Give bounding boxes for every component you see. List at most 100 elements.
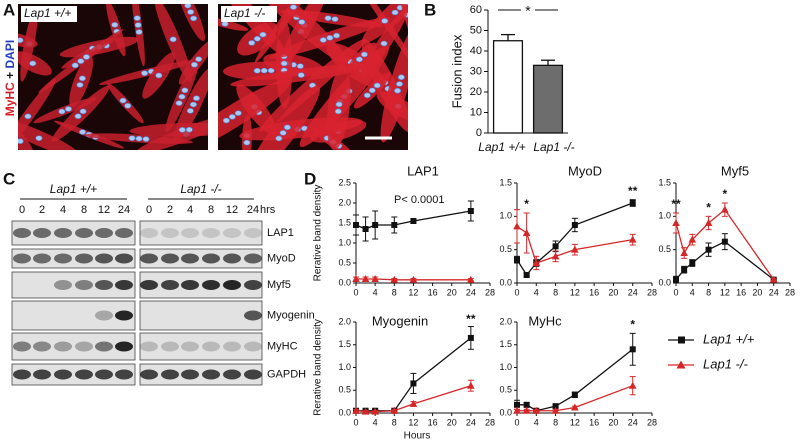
blot-band	[223, 341, 241, 352]
y-axis-label: Fusion index	[449, 34, 464, 108]
x-tick-label: 20	[608, 287, 618, 297]
lane-label: 0	[146, 204, 152, 216]
stain-label: MyHC + DAPI	[3, 40, 17, 116]
x-tick-label: 16	[736, 287, 746, 297]
blot-band	[75, 341, 93, 352]
annotation: P< 0.0001	[394, 194, 444, 206]
point	[467, 275, 475, 283]
nucleus	[279, 130, 287, 136]
nucleus	[397, 74, 405, 81]
y-tick-label: 30	[470, 65, 482, 77]
significance-marker: *	[630, 318, 635, 332]
point	[409, 275, 418, 283]
legend-label: Lap1 +/+	[703, 331, 755, 346]
blot-band	[13, 253, 31, 264]
blot-band	[13, 228, 31, 238]
nucleus	[79, 129, 87, 135]
x-tick-label: 4	[373, 287, 378, 297]
nucleus	[296, 63, 304, 69]
nucleus	[64, 106, 72, 112]
blot-band	[115, 253, 133, 264]
nucleus	[175, 100, 183, 106]
blot-band	[95, 369, 113, 380]
blot-band	[244, 228, 262, 238]
x-tick-label: 4	[373, 417, 378, 427]
blot-band	[54, 341, 72, 352]
nucleus	[58, 108, 66, 115]
x-tick-label: 16	[589, 417, 599, 427]
y-tick-label: 1.0	[658, 211, 671, 221]
nucleus	[283, 124, 291, 131]
nucleus	[335, 101, 343, 108]
blot-band	[54, 280, 72, 290]
nucleus	[24, 113, 32, 120]
nucleus	[135, 135, 143, 142]
stain-protein: MyHC	[3, 82, 17, 116]
y-tick-label: 0.5	[499, 244, 512, 254]
nucleus	[297, 72, 305, 78]
image-label-bg	[221, 6, 277, 22]
series-line	[516, 225, 633, 264]
blot-band	[140, 280, 158, 290]
blot-band	[95, 341, 113, 352]
point	[410, 380, 417, 387]
blot-band	[244, 310, 262, 321]
nucleus	[77, 58, 85, 64]
significance-marker: *	[706, 201, 711, 215]
nucleus	[181, 87, 189, 94]
nucleus	[363, 92, 371, 99]
significance-marker: *	[723, 187, 728, 201]
blot-band	[115, 228, 133, 238]
blot-band	[95, 280, 113, 290]
x-tick-label: 8	[553, 417, 558, 427]
x-tick-label: 28	[647, 417, 657, 427]
point	[361, 275, 370, 282]
point	[409, 399, 418, 407]
x-tick-label: 28	[647, 287, 657, 297]
point	[522, 229, 531, 236]
y-tick-label: 1.5	[499, 339, 512, 349]
nucleus	[18, 37, 24, 44]
blot-strip	[139, 363, 263, 386]
nucleus	[355, 56, 363, 63]
point	[673, 276, 679, 283]
point	[391, 222, 398, 228]
myotube	[178, 39, 208, 85]
x-tick-label: 16	[589, 287, 599, 297]
x-tick-label: 12	[408, 287, 418, 297]
y-tick-label: 40	[470, 45, 482, 57]
blot-band	[140, 341, 158, 352]
point	[352, 406, 360, 414]
chart-title: MyHc	[528, 313, 562, 328]
group-label: Lap1 -/-	[180, 182, 221, 196]
blot-band	[244, 369, 262, 380]
panel-label: D	[304, 169, 316, 188]
x-tick-label: 20	[752, 287, 762, 297]
nucleus	[360, 51, 368, 58]
y-tick-label: 1.5	[658, 177, 671, 187]
blot-band	[161, 253, 179, 264]
blot-band	[202, 228, 220, 238]
nucleus	[169, 36, 177, 43]
y-tick-label: 2.0	[338, 316, 351, 326]
x-axis-label: Hours	[404, 431, 431, 442]
blot-band	[33, 228, 51, 238]
nucleus	[155, 72, 163, 79]
y-tick-label: 1.5	[338, 339, 351, 349]
blot-band	[54, 369, 72, 380]
blot-band	[33, 369, 51, 380]
lane-label: 4	[187, 204, 193, 216]
blot-band	[140, 369, 158, 380]
lane-label: 24	[247, 204, 259, 216]
point	[689, 260, 696, 266]
point	[680, 249, 688, 256]
blot-strip	[139, 332, 263, 361]
y-tick-label: 1.0	[338, 237, 351, 247]
significance-marker: **	[671, 197, 681, 211]
myotube	[326, 65, 351, 150]
blot-band	[161, 228, 179, 238]
nucleus	[184, 4, 192, 9]
significance-marker: *	[524, 197, 529, 211]
point	[552, 243, 559, 250]
nucleus	[222, 117, 230, 124]
